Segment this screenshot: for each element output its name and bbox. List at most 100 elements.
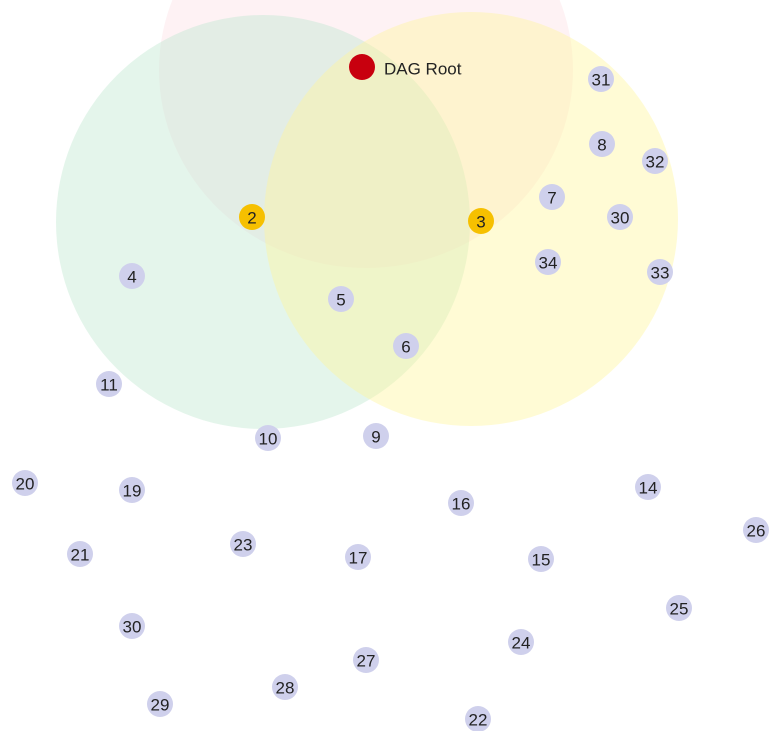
network-node-circle[interactable] [119,263,145,289]
network-node-18[interactable]: 21 [67,541,93,567]
network-node-label: 20 [16,475,35,494]
network-node-14[interactable]: 19 [119,477,145,503]
network-node-circle[interactable] [465,706,491,731]
network-node-19[interactable]: 23 [230,531,256,557]
network-node-label: 32 [646,153,665,172]
network-node-circle[interactable] [119,477,145,503]
network-node-26[interactable]: 28 [272,674,298,700]
network-node-1[interactable]: 8 [589,131,615,157]
network-node-label: 24 [512,634,531,653]
dag-root-node[interactable] [349,54,375,80]
network-node-label: 15 [532,551,551,570]
network-node-circle[interactable] [642,148,668,174]
network-node-label: 30 [611,209,630,228]
joined-node-label: 3 [476,213,485,232]
network-node-15[interactable]: 16 [448,490,474,516]
network-node-7[interactable]: 4 [119,263,145,289]
network-node-5[interactable]: 34 [535,249,561,275]
network-node-label: 4 [127,268,136,287]
network-node-circle[interactable] [345,544,371,570]
network-node-circle[interactable] [528,546,554,572]
network-node-label: 9 [371,428,380,447]
network-node-2[interactable]: 32 [642,148,668,174]
network-node-17[interactable]: 26 [743,517,769,543]
joined-node-label: 2 [247,209,256,228]
network-node-label: 6 [401,338,410,357]
network-node-circle[interactable] [588,66,614,92]
network-node-label: 30 [123,618,142,637]
network-node-circle[interactable] [67,541,93,567]
network-node-label: 22 [469,711,488,730]
network-node-label: 8 [597,136,606,155]
network-node-0[interactable]: 31 [588,66,614,92]
network-node-circle[interactable] [647,259,673,285]
network-node-circle[interactable] [147,691,173,717]
network-node-circle[interactable] [363,423,389,449]
network-node-circle[interactable] [328,286,354,312]
network-node-10[interactable]: 11 [96,371,122,397]
network-node-circle[interactable] [353,647,379,673]
network-node-6[interactable]: 33 [647,259,673,285]
network-node-label: 23 [234,536,253,555]
network-node-circle[interactable] [272,674,298,700]
network-node-circle[interactable] [448,490,474,516]
network-node-label: 31 [592,71,611,90]
network-node-label: 10 [259,430,278,449]
network-node-11[interactable]: 10 [255,425,281,451]
network-node-circle[interactable] [607,204,633,230]
network-node-circle[interactable] [743,517,769,543]
network-node-label: 27 [357,652,376,671]
network-node-label: 17 [349,549,368,568]
network-node-9[interactable]: 6 [393,333,419,359]
network-node-circle[interactable] [230,531,256,557]
network-node-22[interactable]: 25 [666,595,692,621]
network-node-circle[interactable] [539,184,565,210]
network-node-circle[interactable] [96,371,122,397]
network-node-circle[interactable] [508,629,534,655]
network-node-4[interactable]: 30 [607,204,633,230]
network-node-23[interactable]: 30 [119,613,145,639]
network-node-27[interactable]: 29 [147,691,173,717]
dag-root-label: DAG Root [384,60,462,79]
network-node-label: 14 [639,479,658,498]
network-node-8[interactable]: 5 [328,286,354,312]
network-node-circle[interactable] [393,333,419,359]
network-node-circle[interactable] [119,613,145,639]
root-radio-range [159,0,573,268]
network-node-label: 11 [100,376,118,395]
network-node-16[interactable]: 14 [635,474,661,500]
network-node-circle[interactable] [589,131,615,157]
joined-node-circle[interactable] [468,208,494,234]
network-node-label: 33 [651,264,670,283]
network-node-3[interactable]: 7 [539,184,565,210]
network-node-circle[interactable] [535,249,561,275]
network-node-28[interactable]: 22 [465,706,491,731]
joined-node-1[interactable]: 3 [468,208,494,234]
network-node-label: 5 [336,291,345,310]
network-node-20[interactable]: 17 [345,544,371,570]
network-node-label: 29 [151,696,170,715]
network-node-25[interactable]: 27 [353,647,379,673]
network-node-label: 16 [452,495,471,514]
dag-root[interactable]: DAG Root [349,54,462,80]
joined-node-circle[interactable] [239,204,265,230]
network-node-12[interactable]: 9 [363,423,389,449]
network-node-label: 28 [276,679,295,698]
network-node-circle[interactable] [255,425,281,451]
network-node-label: 7 [547,189,556,208]
joined-node-0[interactable]: 2 [239,204,265,230]
network-node-label: 26 [747,522,766,541]
network-node-24[interactable]: 24 [508,629,534,655]
network-node-circle[interactable] [12,470,38,496]
network-node-label: 25 [670,600,689,619]
network-node-21[interactable]: 15 [528,546,554,572]
network-node-label: 21 [71,546,90,565]
network-node-13[interactable]: 20 [12,470,38,496]
network-node-label: 34 [539,254,558,273]
network-node-circle[interactable] [666,595,692,621]
network-node-label: 19 [123,482,142,501]
network-node-circle[interactable] [635,474,661,500]
